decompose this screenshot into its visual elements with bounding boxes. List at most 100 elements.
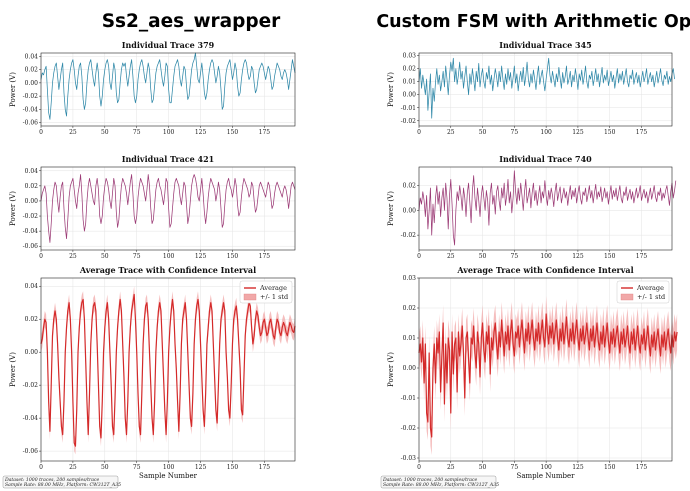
x-tick-label: 25: [447, 253, 455, 260]
x-tick-label: 150: [227, 129, 239, 136]
y-tick-label: 0.02: [403, 66, 417, 73]
x-tick-label: 50: [479, 253, 487, 260]
x-tick-label: 150: [604, 253, 616, 260]
y-tick-label: -0.02: [401, 425, 417, 432]
x-tick-label: 0: [417, 129, 421, 136]
plot-area: [41, 53, 295, 126]
y-tick-label: -0.06: [23, 243, 39, 250]
chart-r1: 0 25 50 75 100 125 150 175 0.03 0.02 0.01 0.00 -0.01…: [387, 40, 675, 136]
plot-title: Average Trace with Confidence Interval: [79, 265, 256, 275]
y-tick-label: 0.00: [25, 80, 39, 87]
note-line: Dataset: 1000 traces, 200 samples/trace: [4, 477, 100, 483]
x-tick-label: 100: [540, 464, 552, 471]
x-tick-label: 25: [69, 464, 77, 471]
plot-title: Average Trace with Confidence Interval: [456, 265, 633, 275]
legend-label: Average: [636, 284, 664, 292]
legend: Average+/- 1 std: [616, 280, 670, 304]
x-tick-label: 0: [417, 253, 421, 260]
plot-area: [419, 167, 672, 250]
dataset-notes: Dataset: 1000 traces, 200 samples/traceS…: [2, 475, 499, 489]
x-tick-label: 100: [163, 253, 175, 260]
x-tick-label: 175: [636, 129, 648, 136]
plot-title: Individual Trace 379: [122, 40, 215, 50]
x-tick-label: 175: [636, 253, 648, 260]
x-tick-label: 125: [195, 253, 207, 260]
y-tick-label: -0.01: [401, 105, 416, 112]
y-tick-label: -0.02: [23, 213, 39, 220]
y-tick-label: 0.02: [403, 305, 417, 312]
y-tick-label: 0.00: [403, 92, 417, 99]
x-tick-label: 75: [133, 129, 141, 136]
y-axis-label: Power (V): [387, 352, 395, 387]
plot-grid: 0 25 50 75 100 125 150 175 0.04 0.02 0.00 -0.02 -0.0…: [9, 40, 678, 480]
y-tick-label: -0.01: [401, 395, 416, 402]
x-tick-label: 0: [39, 129, 43, 136]
y-tick-label: 0.00: [25, 349, 39, 356]
y-tick-label: 0.00: [403, 365, 417, 372]
y-axis-label: Power (V): [387, 72, 395, 107]
x-tick-label: 150: [604, 464, 616, 471]
x-tick-label: 175: [636, 464, 648, 471]
x-tick-label: 100: [163, 464, 175, 471]
legend-label: Average: [259, 284, 287, 292]
chart-l2: 0 25 50 75 100 125 150 175 0.04 0.02 0.00 -0.02 -0.0…: [9, 154, 296, 260]
left-column-heading: Ss2_aes_wrapper: [102, 11, 281, 32]
note-left: Dataset: 1000 traces, 200 samples/traceS…: [2, 475, 121, 489]
note-box: [380, 475, 497, 489]
y-tick-label: -0.02: [401, 232, 417, 239]
plot-title: Individual Trace 740: [499, 154, 592, 164]
x-tick-label: 125: [195, 129, 207, 136]
y-tick-label: 0.02: [403, 183, 417, 190]
x-tick-label: 25: [69, 129, 77, 136]
note-line: Sample Rate: 88.00 MHz, Platform: CW312T…: [5, 482, 121, 488]
y-tick-label: -0.02: [23, 382, 39, 389]
y-tick-label: -0.02: [23, 93, 39, 100]
chart-l3: 0 25 50 75 100 125 150 175 0.04 0.02 0.00 -0.02 -0.0…: [9, 265, 296, 480]
plot-area: [41, 167, 295, 250]
chart-l1: 0 25 50 75 100 125 150 175 0.04 0.02 0.00 -0.02 -0.0…: [9, 40, 296, 136]
y-tick-label: 0.02: [25, 67, 39, 74]
average-line: [418, 313, 678, 438]
y-tick-label: 0.04: [25, 168, 39, 175]
y-tick-label: 0.04: [25, 283, 39, 290]
x-tick-label: 75: [511, 253, 519, 260]
y-axis-label: Power (V): [9, 72, 17, 107]
trace-line: [418, 170, 677, 246]
x-axis-label: Sample Number: [517, 472, 576, 480]
plot-frame: [418, 277, 673, 462]
plot-frame: [418, 166, 673, 251]
legend-band-swatch: [243, 293, 257, 301]
legend-band-swatch: [620, 293, 634, 301]
x-tick-label: 125: [572, 253, 584, 260]
x-tick-label: 25: [447, 464, 455, 471]
y-tick-label: 0.00: [403, 207, 417, 214]
plot-frame: [40, 166, 296, 251]
plot-title: Individual Trace 421: [122, 154, 215, 164]
plot-area: [419, 278, 672, 461]
note-line: Dataset: 1000 traces, 200 samples/trace: [382, 477, 478, 483]
x-tick-label: 125: [572, 129, 584, 136]
trace-line: [40, 52, 296, 120]
trace-line: [40, 174, 296, 243]
note-box: [2, 475, 119, 489]
y-tick-label: -0.02: [401, 118, 417, 125]
note-line: Sample Rate: 88.00 MHz, Platform: CW312T…: [383, 482, 499, 488]
y-tick-label: 0.03: [403, 53, 417, 60]
x-tick-label: 150: [227, 253, 239, 260]
x-tick-label: 75: [133, 253, 141, 260]
x-tick-label: 100: [540, 253, 552, 260]
x-tick-label: 0: [417, 464, 421, 471]
plot-title: Individual Trace 345: [499, 40, 592, 50]
x-tick-label: 50: [101, 464, 109, 471]
plot-frame: [40, 277, 296, 462]
plot-frame: [418, 52, 673, 127]
legend-label: +/- 1 std: [260, 293, 288, 301]
x-tick-label: 75: [511, 464, 519, 471]
chart-r3: 0 25 50 75 100 125 150 175 0.03 0.02 0.01 0.00 -0.01…: [387, 265, 678, 480]
y-tick-label: 0.03: [403, 275, 417, 282]
x-tick-label: 50: [101, 253, 109, 260]
y-tick-label: 0.01: [403, 79, 416, 86]
average-line: [40, 293, 296, 447]
x-tick-label: 175: [259, 129, 271, 136]
x-tick-label: 75: [511, 129, 519, 136]
